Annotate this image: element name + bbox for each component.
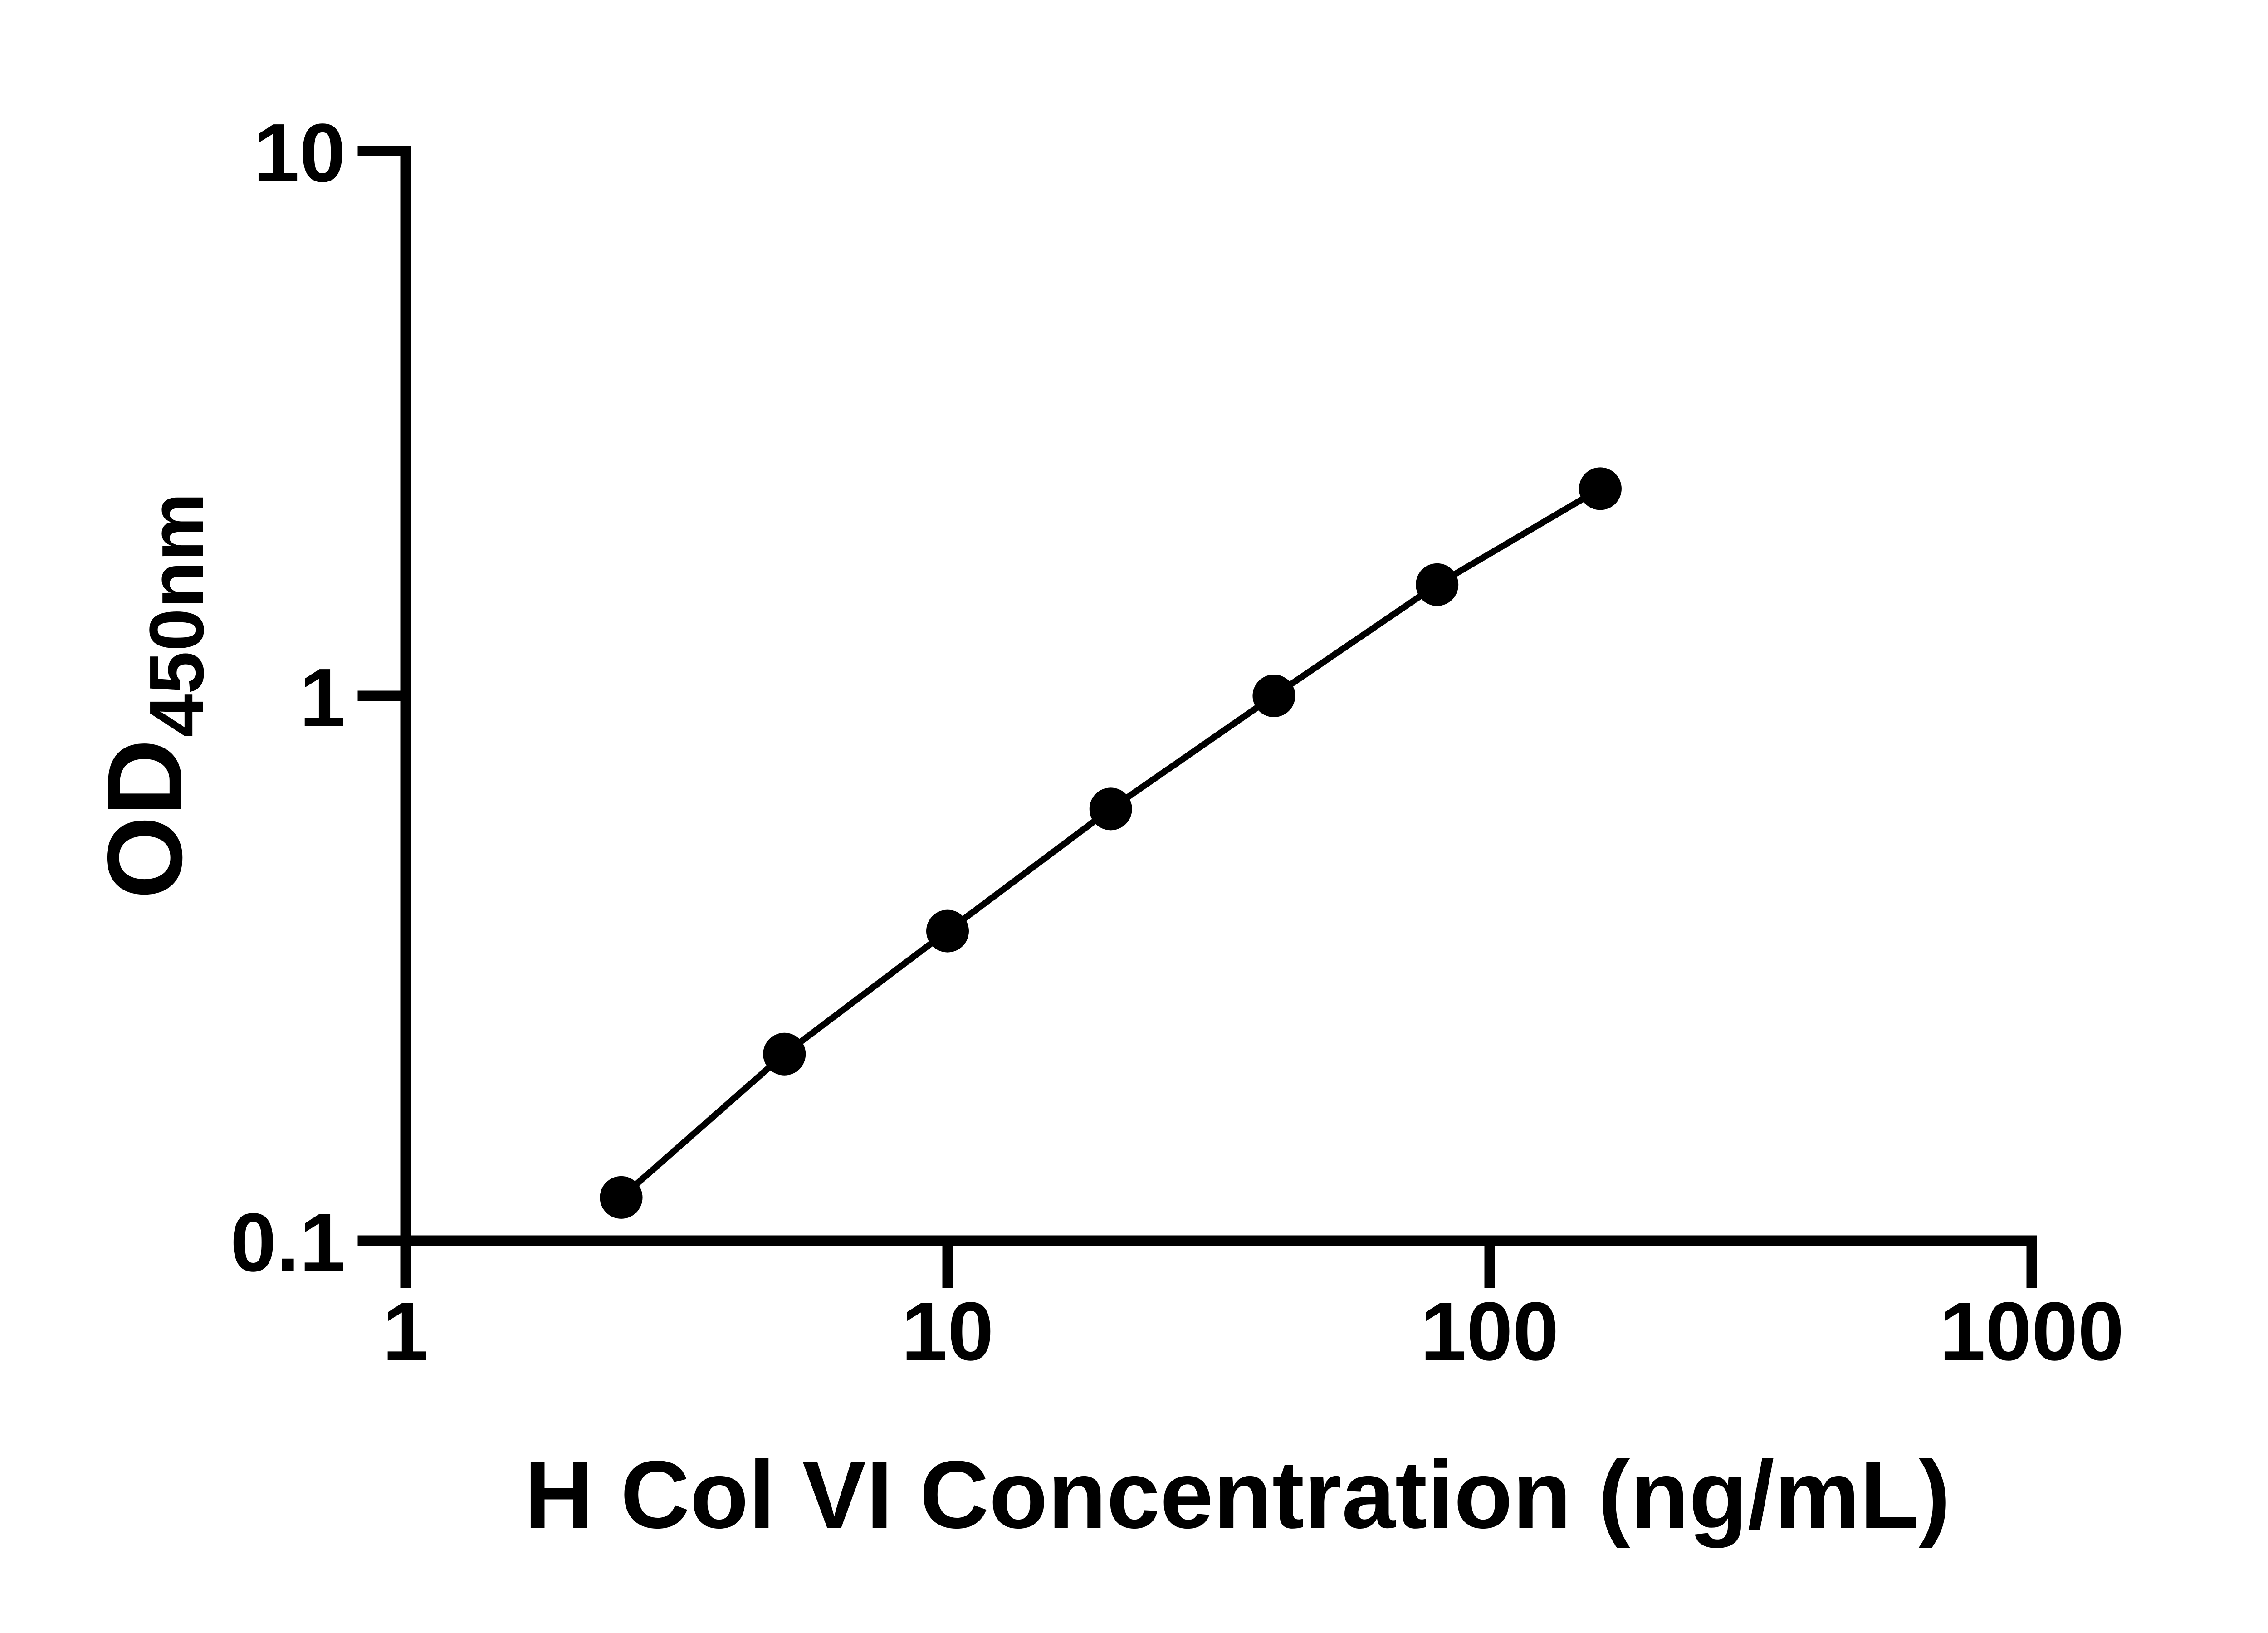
x-tick xyxy=(1484,1235,1495,1288)
y-axis-title-main: OD xyxy=(85,739,204,899)
axis-tick-labels: 1 10 100 1000 0.1 1 10 xyxy=(230,106,2124,1378)
y-tick-label: 10 xyxy=(253,106,346,199)
y-tick xyxy=(357,690,411,701)
x-tick-label: 1000 xyxy=(1939,1285,2124,1378)
axis-ticks xyxy=(357,146,2037,1288)
data-point xyxy=(763,1032,806,1076)
axes xyxy=(400,146,2037,1246)
y-tick-label: 0.1 xyxy=(230,1196,346,1289)
data-point xyxy=(1579,467,1622,510)
y-axis-title: OD 450nm xyxy=(85,493,220,899)
y-tick xyxy=(357,146,411,156)
y-tick xyxy=(357,1235,411,1246)
data-series xyxy=(600,467,1622,1219)
y-tick-label: 1 xyxy=(299,651,346,744)
x-tick-label: 1 xyxy=(382,1285,429,1378)
data-point xyxy=(1089,787,1132,831)
x-tick-label: 10 xyxy=(901,1285,994,1378)
x-tick xyxy=(400,1235,411,1288)
x-tick-label: 100 xyxy=(1420,1285,1559,1378)
data-point xyxy=(1416,563,1459,606)
data-point xyxy=(1252,675,1295,717)
data-point xyxy=(926,909,969,953)
x-tick xyxy=(2026,1235,2037,1288)
x-axis-title: H Col VI Concentration (ng/mL) xyxy=(524,1441,1951,1548)
x-axis-line xyxy=(400,1235,2037,1246)
x-tick xyxy=(942,1235,953,1288)
y-axis-title-subscript: 450nm xyxy=(134,493,220,737)
data-point xyxy=(600,1176,643,1219)
